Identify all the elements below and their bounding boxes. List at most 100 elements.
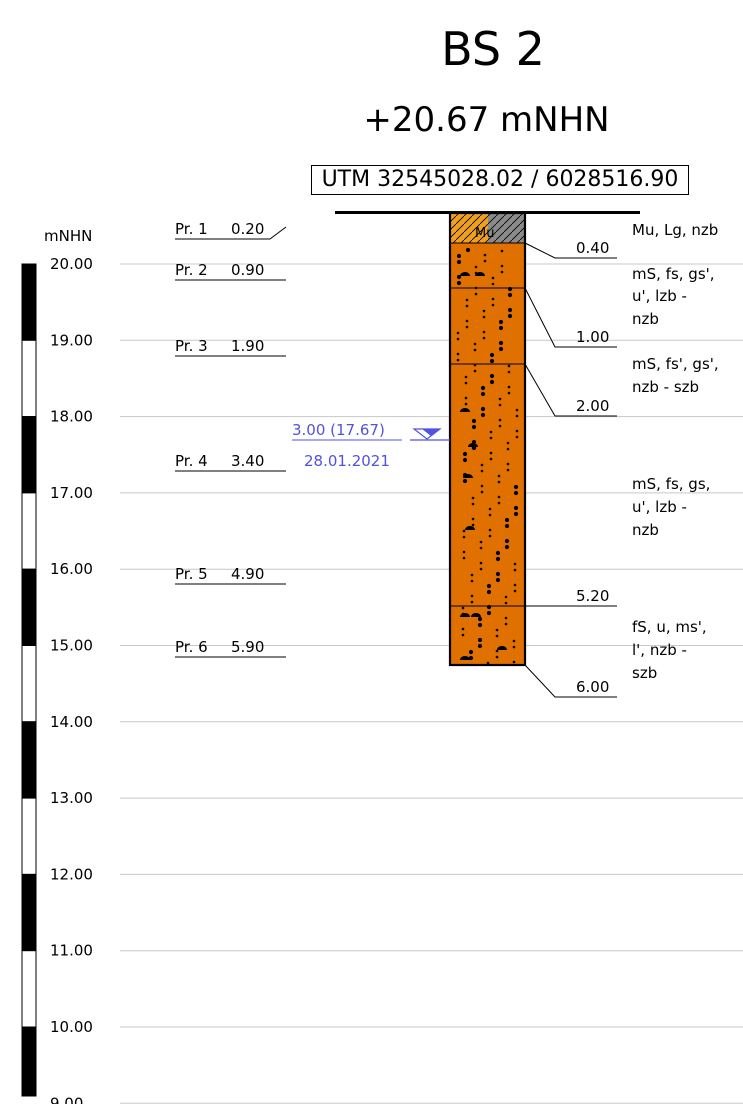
sand-grain <box>512 660 516 664</box>
gravel-mark <box>463 474 473 478</box>
sand-grain <box>471 496 475 500</box>
groundwater-reading: 3.00 (17.67) <box>292 421 385 439</box>
sand-grain <box>495 634 499 638</box>
sand-grain <box>473 342 477 346</box>
sand-grain <box>456 280 462 286</box>
sand-grain <box>513 490 519 496</box>
svg-text:Pr. 5: Pr. 5 <box>175 565 208 583</box>
sand-grain <box>462 451 468 457</box>
coordinates-box: UTM 32545028.02 / 6028516.90 <box>311 165 689 195</box>
sand-grain <box>497 474 501 478</box>
svg-text:5.20: 5.20 <box>576 587 609 605</box>
sand-grain <box>506 462 510 466</box>
svg-text:Pr. 6: Pr. 6 <box>175 638 208 656</box>
sand-grain <box>477 637 483 643</box>
sand-grain <box>491 297 495 301</box>
sand-grain <box>462 457 468 463</box>
sand-grain <box>513 568 517 572</box>
sand-grain <box>470 573 474 577</box>
scale-label: 18.00 <box>50 408 93 426</box>
sand-grain <box>474 265 478 269</box>
scale-segment <box>21 492 37 570</box>
sand-grain <box>515 429 519 433</box>
sand-grain <box>480 463 484 467</box>
sand-grain <box>479 540 483 544</box>
sand-grain <box>498 418 502 422</box>
sand-grain <box>480 412 486 418</box>
sand-grain <box>456 352 460 356</box>
sand-grain <box>471 523 475 527</box>
scale-label: 10.00 <box>50 1018 93 1036</box>
sand-grain <box>504 595 508 599</box>
sand-grain <box>456 253 462 259</box>
sand-grain <box>480 469 484 473</box>
scale-label: 15.00 <box>50 637 93 655</box>
sand-grain <box>495 556 501 562</box>
sand-grain <box>498 340 504 346</box>
svg-text:l', nzb -: l', nzb - <box>632 641 687 659</box>
sand-grain <box>482 336 486 340</box>
sand-grain <box>462 556 466 560</box>
sand-grain <box>471 517 475 521</box>
svg-text:6.00: 6.00 <box>576 678 609 696</box>
sand-grain <box>479 567 483 571</box>
sand-grain <box>486 589 492 595</box>
svg-text:nzb: nzb <box>632 521 659 539</box>
sand-grain <box>507 292 513 298</box>
sand-grain <box>456 358 460 362</box>
scale-segment <box>21 873 37 952</box>
sand-grain <box>507 391 511 395</box>
sample-5: Pr. 5 4.90 <box>175 565 286 585</box>
scale-segment <box>21 645 37 723</box>
sand-grain <box>486 661 490 665</box>
sand-grain <box>513 583 517 587</box>
sand-grain <box>479 561 483 565</box>
sand-symbols <box>456 247 519 665</box>
sand-grain <box>473 369 477 373</box>
sand-grain <box>474 292 478 296</box>
sand-grain <box>483 253 487 257</box>
svg-text:szb: szb <box>632 664 657 682</box>
sand-grain <box>468 649 474 655</box>
svg-text:Pr. 2: Pr. 2 <box>175 261 208 279</box>
layer-2-annotation: 1.00 mS, fs, gs', u', lzb - nzb <box>524 265 715 348</box>
sample-list: Pr. 1 0.20 Pr. 2 0.90 Pr. 3 1.90 Pr. 4 3… <box>175 220 287 658</box>
sand-grain <box>464 402 468 406</box>
sand-grain <box>498 346 504 352</box>
scale-segment <box>21 797 37 875</box>
sand-grain <box>512 645 516 649</box>
sand-grain <box>495 649 499 653</box>
sand-grain <box>498 397 502 401</box>
sand-grain <box>489 436 493 440</box>
gravel-mark <box>471 613 481 617</box>
sand-grain <box>491 276 495 280</box>
sand-grain <box>513 562 517 566</box>
column-outline <box>448 211 527 667</box>
scale-label: 16.00 <box>50 560 93 578</box>
sand-grain <box>515 414 519 418</box>
sand-grain <box>464 375 468 379</box>
sand-grain <box>497 501 501 505</box>
sand-grain <box>465 319 469 323</box>
gravel-mark <box>460 656 470 660</box>
sand-grain <box>477 643 483 649</box>
sand-grain <box>488 513 492 517</box>
svg-text:mS, fs, gs,: mS, fs, gs, <box>632 475 710 493</box>
sand-grain <box>471 418 477 424</box>
scale-label: 11.00 <box>50 942 93 960</box>
sand-grain <box>495 628 499 632</box>
scale-segment <box>21 263 37 341</box>
sample-3: Pr. 3 1.90 <box>175 337 286 357</box>
svg-text:fS, u, ms',: fS, u, ms', <box>632 618 707 636</box>
sand-grain <box>489 352 495 358</box>
sand-grain <box>468 655 474 661</box>
svg-text:Pr. 4: Pr. 4 <box>175 452 208 470</box>
sand-grain <box>480 484 484 488</box>
svg-text:Pr. 1: Pr. 1 <box>175 220 208 238</box>
gravel-mark <box>497 646 507 650</box>
sand-grain <box>489 373 495 379</box>
svg-text:u', lzb -: u', lzb - <box>632 498 687 516</box>
sand-grain <box>473 348 477 352</box>
sand-grain <box>507 364 511 368</box>
sand-grain <box>486 583 492 589</box>
